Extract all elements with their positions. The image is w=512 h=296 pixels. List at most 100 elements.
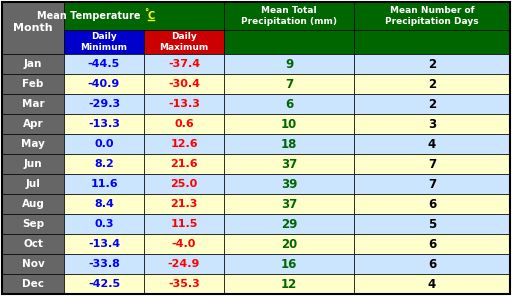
Text: Jan: Jan [24, 59, 42, 69]
Bar [224, 214, 354, 234]
Bar [144, 114, 224, 134]
Text: -35.3: -35.3 [168, 279, 200, 289]
Text: -37.4: -37.4 [168, 59, 200, 69]
Bar [64, 154, 144, 174]
Bar [2, 234, 64, 254]
Bar [2, 154, 64, 174]
Text: 0.0: 0.0 [94, 139, 114, 149]
Text: 0.6: 0.6 [174, 119, 194, 129]
Text: Feb: Feb [23, 79, 44, 89]
Bar [144, 74, 224, 94]
Text: 8.4: 8.4 [94, 199, 114, 209]
Bar [64, 114, 144, 134]
Bar [224, 274, 354, 294]
Bar [144, 134, 224, 154]
Bar [224, 234, 354, 254]
Bar [354, 174, 510, 194]
Text: Mean Number of
Precipitation Days: Mean Number of Precipitation Days [385, 6, 479, 26]
Bar [64, 74, 144, 94]
Text: 20: 20 [281, 237, 297, 250]
Text: 21.3: 21.3 [170, 199, 198, 209]
Text: 2: 2 [428, 97, 436, 110]
Text: 2: 2 [428, 78, 436, 91]
Bar [64, 2, 224, 30]
Text: Aug: Aug [22, 199, 45, 209]
Text: -24.9: -24.9 [168, 259, 200, 269]
Text: 12: 12 [281, 278, 297, 290]
Bar [224, 254, 354, 274]
Text: Daily
Maximum: Daily Maximum [159, 32, 208, 52]
Bar [64, 214, 144, 234]
Bar [354, 114, 510, 134]
Text: 37: 37 [281, 157, 297, 170]
Text: 7: 7 [428, 157, 436, 170]
Bar [64, 134, 144, 154]
Bar [224, 30, 354, 54]
Text: 0.3: 0.3 [94, 219, 114, 229]
Bar [144, 194, 224, 214]
Text: 3: 3 [428, 118, 436, 131]
Text: 16: 16 [281, 258, 297, 271]
Text: 6: 6 [428, 237, 436, 250]
Text: -33.8: -33.8 [88, 259, 120, 269]
Text: May: May [21, 139, 45, 149]
Text: Jul: Jul [26, 179, 40, 189]
Text: -13.3: -13.3 [168, 99, 200, 109]
Bar [2, 94, 64, 114]
Text: Mean Total
Precipitation (mm): Mean Total Precipitation (mm) [241, 6, 337, 26]
Bar [224, 134, 354, 154]
Bar [354, 30, 510, 54]
Text: C: C [148, 11, 155, 21]
Text: 21.6: 21.6 [170, 159, 198, 169]
Text: 29: 29 [281, 218, 297, 231]
Bar [2, 74, 64, 94]
Bar [354, 274, 510, 294]
Text: -4.0: -4.0 [172, 239, 196, 249]
Text: 12.6: 12.6 [170, 139, 198, 149]
Text: 7: 7 [428, 178, 436, 191]
Bar [2, 174, 64, 194]
Bar [224, 54, 354, 74]
Bar [2, 254, 64, 274]
Bar [2, 274, 64, 294]
Bar [144, 154, 224, 174]
Text: -13.4: -13.4 [88, 239, 120, 249]
Text: 8.2: 8.2 [94, 159, 114, 169]
Text: Apr: Apr [23, 119, 44, 129]
Text: 9: 9 [285, 57, 293, 70]
Bar [354, 94, 510, 114]
Text: Mar: Mar [22, 99, 45, 109]
Bar [2, 2, 64, 54]
Bar [144, 54, 224, 74]
Text: °: ° [144, 9, 148, 17]
Bar [64, 234, 144, 254]
Bar [354, 2, 510, 30]
Bar [144, 254, 224, 274]
Bar [354, 234, 510, 254]
Text: Daily
Minimum: Daily Minimum [80, 32, 127, 52]
Text: -44.5: -44.5 [88, 59, 120, 69]
Bar [224, 154, 354, 174]
Bar [2, 214, 64, 234]
Text: Month: Month [13, 23, 53, 33]
Text: 11.6: 11.6 [90, 179, 118, 189]
Text: 10: 10 [281, 118, 297, 131]
Bar [144, 30, 224, 54]
Bar [64, 274, 144, 294]
Bar [354, 74, 510, 94]
Text: Dec: Dec [22, 279, 44, 289]
Bar [64, 254, 144, 274]
Text: 18: 18 [281, 138, 297, 150]
Text: 6: 6 [285, 97, 293, 110]
Bar [2, 134, 64, 154]
Bar [64, 54, 144, 74]
Text: 4: 4 [428, 278, 436, 290]
Text: -40.9: -40.9 [88, 79, 120, 89]
Text: -30.4: -30.4 [168, 79, 200, 89]
Text: Jun: Jun [24, 159, 42, 169]
Bar [2, 194, 64, 214]
Bar [354, 134, 510, 154]
Bar [144, 274, 224, 294]
Bar [64, 30, 144, 54]
Text: Nov: Nov [22, 259, 45, 269]
